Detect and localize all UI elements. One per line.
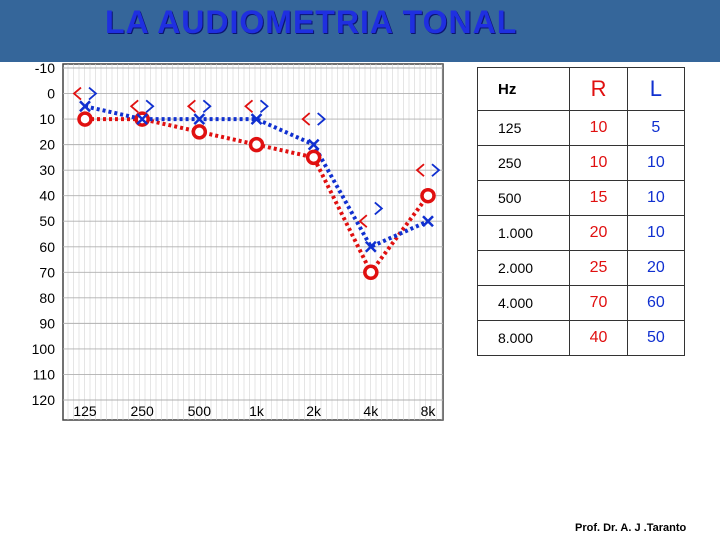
table-row: 500 15 10 [476,180,686,216]
left-ear-x-marker [422,215,434,228]
audiogram-chart: -10 0 10 20 30 40 50 60 70 80 90 100 110 120 125 250 500… [32,60,444,421]
bone-conduction-right-marker [431,163,441,177]
y-tick-label: 90 [39,315,55,331]
x-tick-label: 8k [421,403,437,419]
right-ear-circle-marker [363,264,379,281]
table-row: 2.000 25 20 [476,250,686,286]
y-tick-label: 80 [39,290,55,306]
title-bar: LA AUDIOMETRIA TONAL [0,0,720,62]
bone-conduction-left-marker [129,99,139,113]
left-ear-x-marker [79,100,91,113]
table-row: 8.000 40 50 [476,320,686,356]
x-tick-label: 250 [130,403,154,419]
bone-conduction-right-marker [145,99,155,113]
table-cell-l: 50 [626,320,686,356]
y-tick-label: 110 [33,366,56,382]
table-cell-l: 10 [626,215,686,251]
y-tick-label: 70 [39,264,55,280]
right-ear-circle-marker [248,136,265,153]
table-header-row: Hz R L [476,67,686,111]
table-cell-r: 40 [569,320,628,356]
table-cell-l: 10 [626,145,686,181]
table-cell-r: 25 [569,250,628,286]
bone-conduction-right-marker [374,201,384,216]
table-cell-l: 60 [626,285,686,321]
x-tick-label: 500 [188,403,212,419]
table-row: 1.000 20 10 [476,215,686,251]
right-ear-circle-marker [305,149,322,166]
table-cell-l: 20 [626,250,686,286]
left-ear-x-marker [136,113,149,125]
right-ear-circle-marker [420,187,436,204]
y-tick-label: 10 [39,111,55,127]
slide-title: LA AUDIOMETRIA TONAL [105,4,518,40]
bone-conduction-left-marker [358,214,368,228]
bone-conduction-left-marker [301,112,311,126]
left-ear-x-marker [307,138,320,151]
header-right: R [569,67,628,111]
header-left: L [626,67,686,111]
table-cell-hz: 125 [476,110,571,146]
y-tick-label: 0 [47,86,55,102]
y-tick-label: 30 [39,162,55,178]
x-tick-label: 2k [306,403,322,419]
left-ear-x-marker [250,113,263,125]
table-cell-hz: 4.000 [476,285,571,321]
y-tick-label: 120 [32,392,56,408]
left-ear-x-marker [193,113,206,125]
x-tick-label: 125 [73,403,97,419]
table-row: 250 10 10 [476,145,686,181]
table-cell-hz: 250 [476,145,571,181]
bone-conduction-right-marker [259,99,269,113]
table-cell-r: 10 [569,145,628,181]
header-hz: Hz [476,67,571,111]
table-cell-r: 15 [569,180,628,216]
table-cell-hz: 2.000 [476,250,571,286]
table-cell-l: 5 [626,110,686,146]
author-credit: Prof. Dr. A. J .Taranto [575,522,687,534]
left-ear-x-marker [364,240,377,253]
x-tick-label: 4k [363,403,379,419]
x-tick-label: 1k [249,403,265,419]
y-tick-label: -10 [35,60,55,76]
right-ear-circle-marker [191,124,208,140]
table-cell-r: 10 [569,110,628,146]
y-tick-label: 50 [39,213,55,229]
table-row: 4.000 70 60 [476,285,686,321]
table-cell-l: 10 [626,180,686,216]
bone-conduction-left-marker [186,99,196,113]
y-tick-label: 100 [32,341,56,357]
right-ear-circle-marker [77,111,93,127]
y-tick-label: 20 [39,137,55,153]
bone-conduction-right-marker [88,86,98,101]
table-row: 125 10 5 [476,110,686,146]
table-cell-hz: 1.000 [476,215,571,251]
table-cell-r: 20 [569,215,628,251]
bone-conduction-left-marker [415,163,425,177]
bone-conduction-left-marker [72,86,82,101]
y-tick-label: 40 [39,188,55,204]
table-cell-r: 70 [569,285,628,321]
threshold-table: Hz R L 125 10 5 250 10 10 500 15 10 1.000 20 10 2.00… [476,67,686,356]
table-cell-hz: 8.000 [476,320,571,356]
bone-conduction-left-marker [244,99,254,113]
y-tick-label: 60 [39,239,55,255]
bone-conduction-right-marker [317,112,327,126]
bone-conduction-right-marker [202,99,212,113]
table-cell-hz: 500 [476,180,571,216]
